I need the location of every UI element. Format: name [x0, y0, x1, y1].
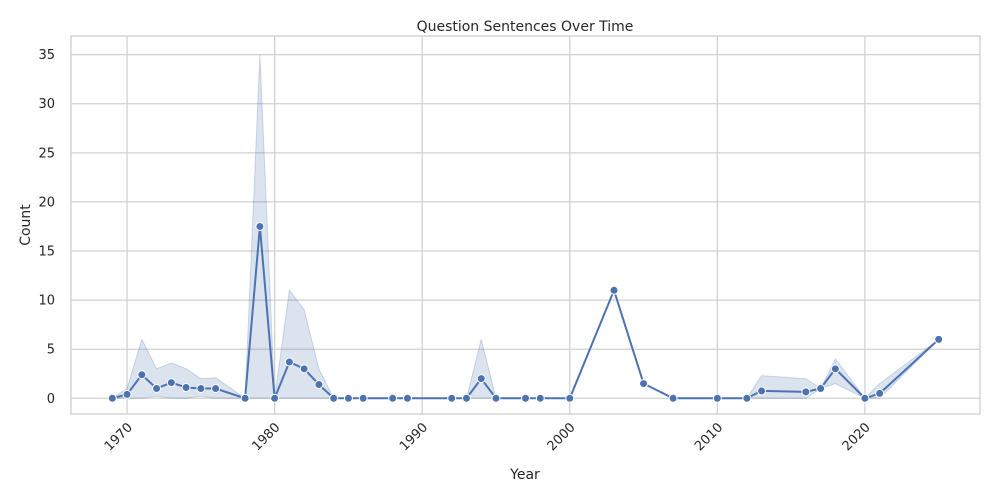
data-point — [270, 393, 280, 403]
plot-frame — [70, 35, 981, 415]
data-point — [801, 387, 811, 397]
y-tick-label: 10 — [38, 294, 55, 309]
y-tick-label: 25 — [38, 146, 55, 161]
data-point — [358, 393, 368, 403]
data-point — [196, 383, 206, 393]
data-points — [107, 221, 944, 403]
data-point — [757, 386, 767, 396]
data-point — [107, 393, 117, 403]
grid-lines — [71, 36, 980, 414]
y-tick-labels: 0 5 10 15 20 25 30 35 — [38, 48, 55, 407]
data-point — [712, 393, 722, 403]
data-point — [402, 393, 412, 403]
data-point — [860, 393, 870, 403]
data-point — [447, 393, 457, 403]
data-point — [284, 357, 294, 367]
chart-title: Question Sentences Over Time — [417, 19, 634, 35]
y-tick-label: 5 — [47, 343, 55, 358]
x-tick-label: 1970 — [102, 420, 136, 454]
x-axis-title: Year — [509, 467, 540, 483]
data-point — [476, 374, 486, 384]
y-tick-label: 15 — [38, 245, 55, 260]
confidence-band — [110, 54, 940, 400]
x-tick-label: 2000 — [545, 420, 579, 454]
x-tick-label: 1980 — [249, 420, 283, 454]
data-point — [816, 383, 826, 393]
data-point — [875, 388, 885, 398]
data-point — [181, 382, 191, 392]
data-point — [343, 393, 353, 403]
data-point — [535, 393, 545, 403]
data-point — [299, 364, 309, 374]
data-point — [609, 285, 619, 295]
data-point — [668, 393, 678, 403]
data-point — [388, 393, 398, 403]
data-point — [934, 334, 944, 344]
data-point — [122, 389, 132, 399]
data-point — [255, 221, 265, 231]
x-tick-label: 1990 — [397, 420, 431, 454]
y-axis-title: Count — [18, 204, 34, 246]
y-tick-label: 35 — [38, 48, 55, 63]
y-tick-label: 0 — [47, 392, 55, 407]
data-point — [137, 370, 147, 380]
data-point — [742, 393, 752, 403]
data-point — [491, 393, 501, 403]
data-point — [152, 383, 162, 393]
data-point — [211, 383, 221, 393]
data-point — [314, 380, 324, 390]
x-tick-label: 2010 — [692, 420, 726, 454]
y-tick-label: 30 — [38, 97, 55, 112]
data-point — [830, 364, 840, 374]
y-tick-label: 20 — [38, 195, 55, 210]
data-point — [329, 393, 339, 403]
data-point — [521, 393, 530, 403]
data-point — [461, 393, 471, 403]
data-point — [166, 378, 176, 388]
data-point — [240, 393, 250, 403]
x-tick-labels: 1970 1980 1990 2000 2010 2020 — [102, 420, 874, 454]
x-tick-label: 2020 — [840, 420, 874, 454]
data-point — [639, 379, 649, 389]
series-line — [112, 226, 940, 400]
data-point — [565, 393, 575, 403]
